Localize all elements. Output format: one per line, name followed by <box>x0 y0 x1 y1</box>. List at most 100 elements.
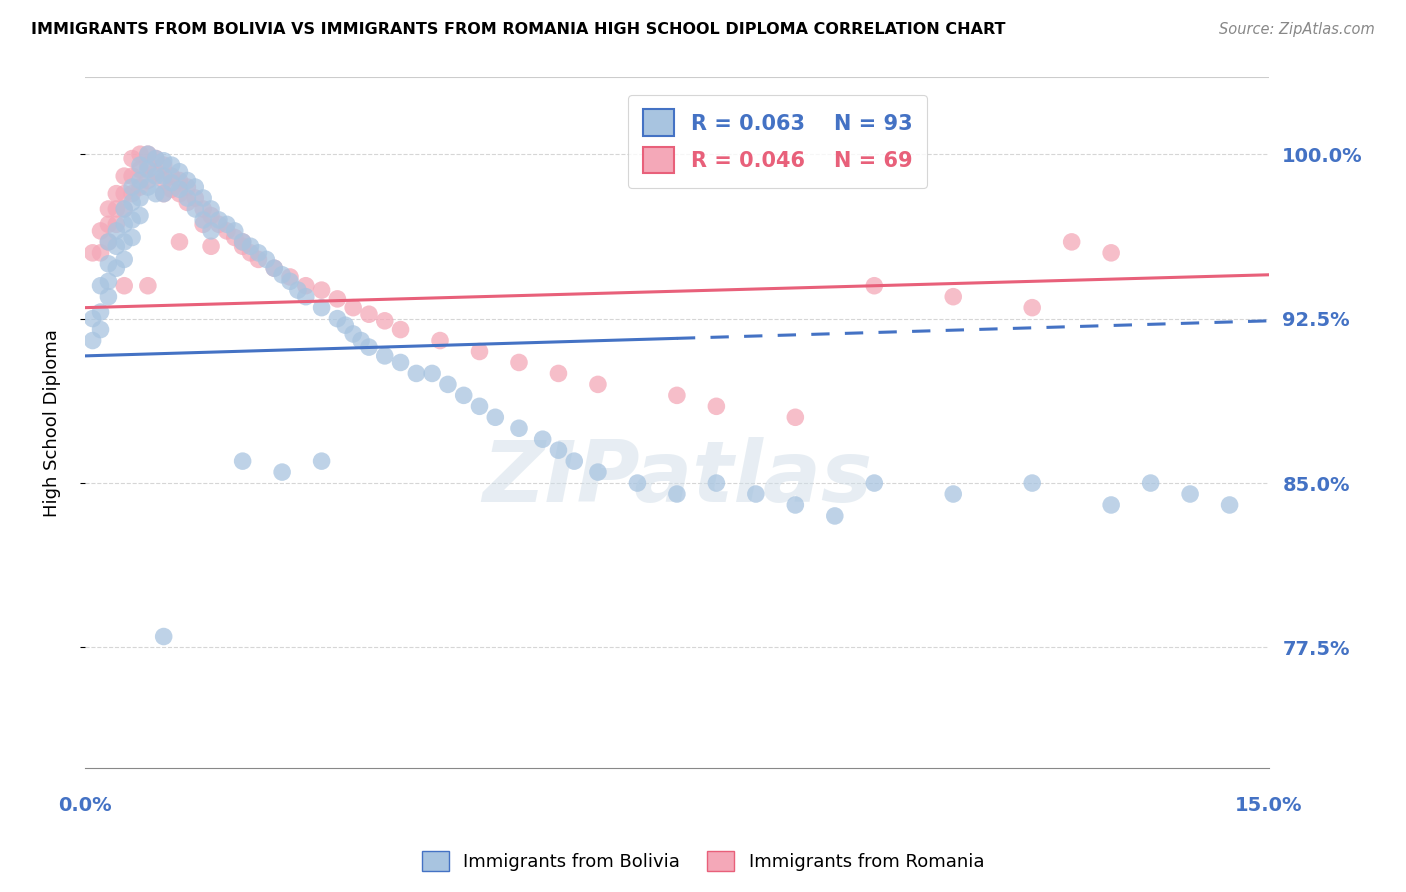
Point <box>208 218 231 232</box>
Point <box>224 230 246 244</box>
Point <box>547 367 569 381</box>
Point <box>508 355 530 369</box>
Point <box>200 239 222 253</box>
Point <box>484 410 506 425</box>
Point <box>184 202 207 216</box>
Point <box>145 169 167 183</box>
Point <box>232 235 254 249</box>
Point <box>129 191 152 205</box>
Point <box>152 173 174 187</box>
Point <box>531 432 554 446</box>
Point <box>129 158 152 172</box>
Point <box>389 322 412 336</box>
Point <box>184 191 207 205</box>
Point <box>145 165 167 179</box>
Point <box>200 224 222 238</box>
Point <box>129 173 152 187</box>
Point <box>97 274 120 288</box>
Point <box>254 252 277 267</box>
Point <box>129 162 152 177</box>
Point <box>1060 235 1083 249</box>
Text: Source: ZipAtlas.com: Source: ZipAtlas.com <box>1219 22 1375 37</box>
Point <box>278 269 301 284</box>
Point <box>389 355 412 369</box>
Point <box>129 147 152 161</box>
Point <box>311 301 333 315</box>
Point <box>129 209 152 223</box>
Point <box>374 349 396 363</box>
Point <box>420 367 443 381</box>
Point <box>745 487 768 501</box>
Point <box>1139 476 1161 491</box>
Point <box>89 278 111 293</box>
Point <box>586 377 609 392</box>
Point <box>105 261 128 276</box>
Point <box>105 186 128 201</box>
Point <box>169 235 191 249</box>
Point <box>89 305 111 319</box>
Point <box>112 202 135 216</box>
Point <box>586 465 609 479</box>
Point <box>97 218 120 232</box>
Point <box>145 186 167 201</box>
Point <box>152 158 174 172</box>
Point <box>326 311 349 326</box>
Point <box>1021 476 1043 491</box>
Point <box>97 235 120 249</box>
Point <box>247 252 270 267</box>
Point <box>1219 498 1241 512</box>
Point <box>169 186 191 201</box>
Point <box>706 400 728 414</box>
Point <box>112 169 135 183</box>
Point <box>112 186 135 201</box>
Point <box>176 173 198 187</box>
Legend: Immigrants from Bolivia, Immigrants from Romania: Immigrants from Bolivia, Immigrants from… <box>415 844 991 879</box>
Point <box>665 487 688 501</box>
Point <box>160 182 183 196</box>
Point <box>232 239 254 253</box>
Point <box>152 186 174 201</box>
Point <box>468 400 491 414</box>
Point <box>121 195 143 210</box>
Point <box>208 213 231 227</box>
Point <box>97 202 120 216</box>
Point <box>200 209 222 223</box>
Point <box>136 147 159 161</box>
Text: IMMIGRANTS FROM BOLIVIA VS IMMIGRANTS FROM ROMANIA HIGH SCHOOL DIPLOMA CORRELATI: IMMIGRANTS FROM BOLIVIA VS IMMIGRANTS FR… <box>31 22 1005 37</box>
Point <box>121 180 143 194</box>
Point <box>160 158 183 172</box>
Point <box>215 218 238 232</box>
Point <box>121 169 143 183</box>
Point <box>239 239 262 253</box>
Point <box>160 176 183 190</box>
Point <box>437 377 460 392</box>
Point <box>105 224 128 238</box>
Point <box>263 261 285 276</box>
Point <box>136 173 159 187</box>
Point <box>357 340 380 354</box>
Point <box>311 283 333 297</box>
Point <box>1178 487 1201 501</box>
Point <box>105 218 128 232</box>
Point <box>105 239 128 253</box>
Point <box>191 213 214 227</box>
Point <box>152 186 174 201</box>
Point <box>350 334 373 348</box>
Point <box>626 476 648 491</box>
Point <box>263 261 285 276</box>
Point <box>145 152 167 166</box>
Point <box>121 213 143 227</box>
Point <box>232 454 254 468</box>
Text: ZIPatlas: ZIPatlas <box>482 436 872 519</box>
Point <box>562 454 585 468</box>
Point <box>121 230 143 244</box>
Point <box>785 498 807 512</box>
Point <box>169 182 191 196</box>
Point <box>287 283 309 297</box>
Legend: R = 0.063    N = 93, R = 0.046    N = 69: R = 0.063 N = 93, R = 0.046 N = 69 <box>628 95 927 188</box>
Point <box>112 218 135 232</box>
Point <box>863 278 886 293</box>
Text: 0.0%: 0.0% <box>58 796 111 814</box>
Point <box>152 153 174 168</box>
Point <box>191 218 214 232</box>
